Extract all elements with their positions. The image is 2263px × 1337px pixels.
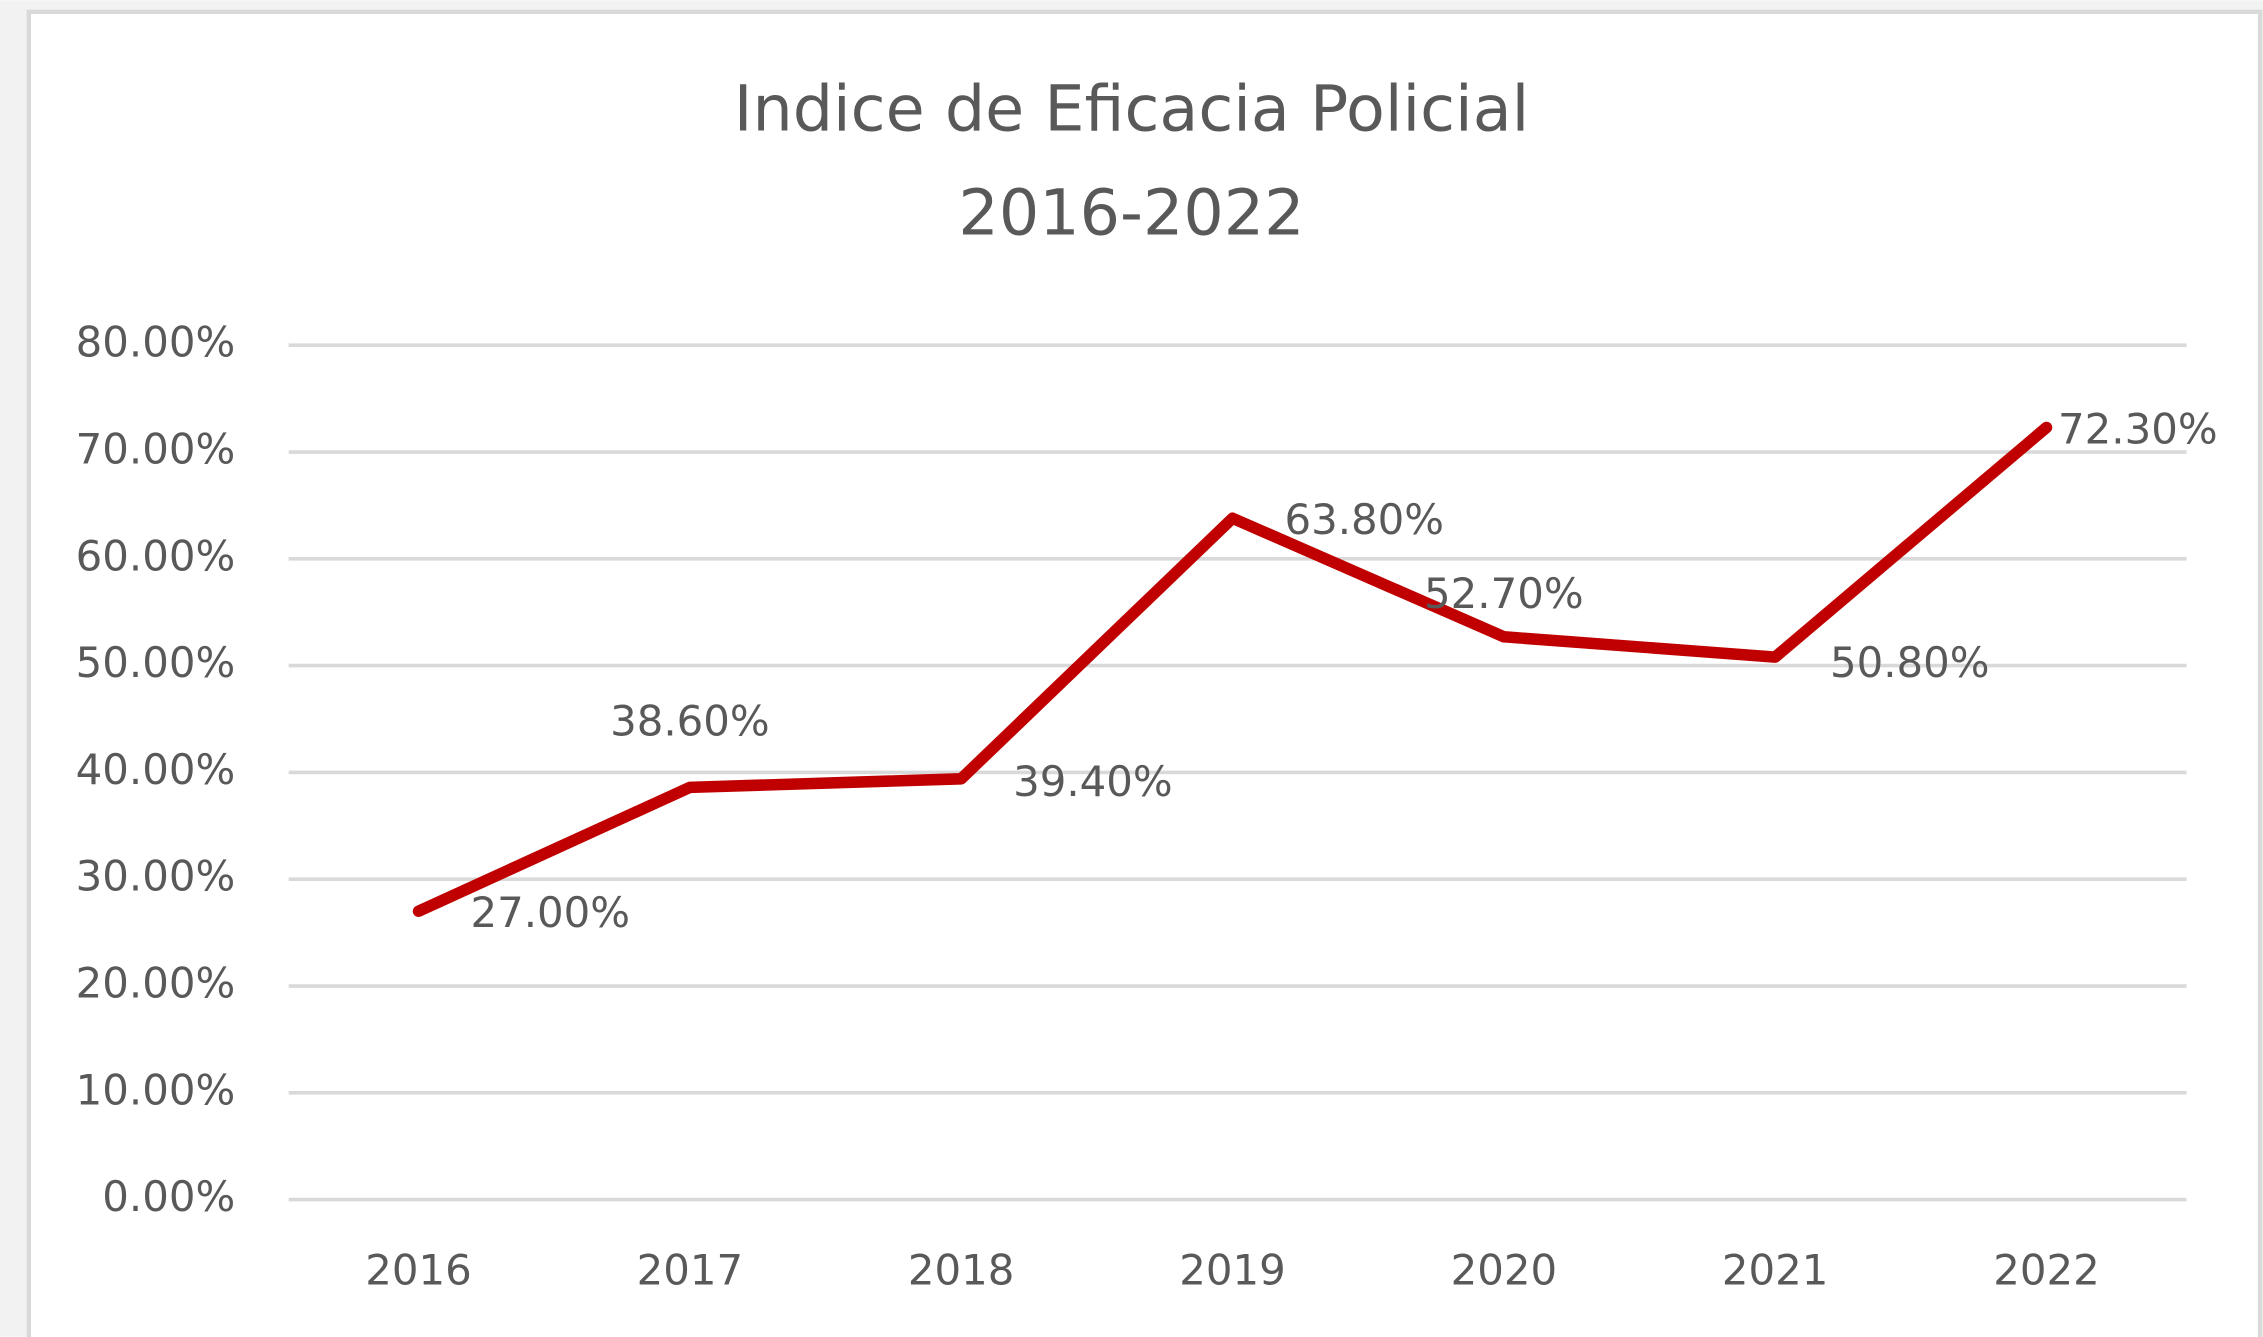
chart-subtitle: 2016-2022 [958, 175, 1304, 249]
x-tick-label: 2017 [637, 1246, 744, 1295]
y-tick-label: 20.00% [76, 959, 236, 1008]
y-tick-label: 60.00% [76, 531, 236, 580]
y-tick-label: 50.00% [76, 638, 236, 687]
y-tick-label: 10.00% [76, 1065, 236, 1114]
y-tick-label: 70.00% [76, 425, 236, 474]
y-tick-label: 80.00% [76, 318, 236, 367]
y-tick-label: 0.00% [102, 1172, 235, 1221]
x-tick-label: 2018 [908, 1246, 1015, 1295]
x-tick-label: 2019 [1179, 1246, 1286, 1295]
data-label: 72.30% [2058, 404, 2218, 453]
chart-area [26, 9, 2263, 1337]
data-label: 27.00% [470, 888, 630, 937]
chart-title: Indice de Eficacia Policial [734, 71, 1530, 145]
y-tick-label: 40.00% [76, 745, 236, 794]
data-label: 50.80% [1830, 638, 1990, 687]
x-tick-label: 2021 [1722, 1246, 1829, 1295]
x-tick-label: 2022 [1993, 1246, 2100, 1295]
series-line [412, 421, 2053, 918]
data-label: 39.40% [1013, 757, 1173, 806]
data-label: 52.70% [1424, 569, 1584, 618]
x-tick-label: 2016 [365, 1246, 472, 1295]
x-tick-label: 2020 [1451, 1246, 1558, 1295]
data-label: 38.60% [610, 696, 770, 745]
data-label: 63.80% [1284, 495, 1444, 544]
y-tick-label: 30.00% [76, 852, 236, 901]
